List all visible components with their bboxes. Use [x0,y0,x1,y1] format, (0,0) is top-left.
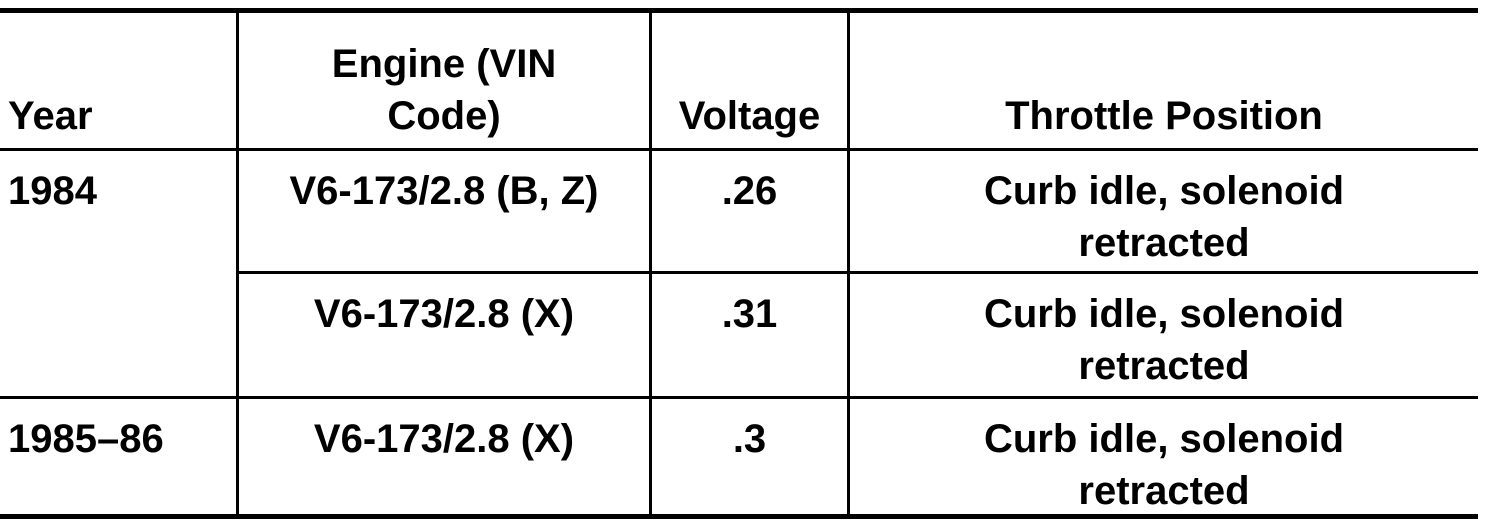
cell: .3 [652,399,847,465]
cell-text: .3 [732,417,767,461]
rule [649,10,652,517]
cell: 1985–86 [8,399,236,465]
header-cell: Voltage [652,13,847,148]
header-text: Voltage [678,94,821,138]
cell-text: V6-173/2.8 (X) [313,417,575,461]
rule [0,396,1478,399]
cell: .26 [652,151,847,217]
header-text: Engine (VIN Code) [331,42,557,138]
header-cell: Year [8,13,236,148]
cell-text: 1984 [8,169,97,213]
header-cell: Throttle Position [850,13,1478,148]
rule [0,8,1478,13]
cell-text: 1985–86 [8,417,164,461]
cell-text: Curb idle, solenoid retracted [983,417,1345,513]
cell: .31 [652,274,847,340]
rule [236,10,239,517]
cell-text: Curb idle, solenoid retracted [983,169,1345,265]
cell: Curb idle, solenoid retracted [850,274,1478,392]
cell-text: .31 [721,292,778,336]
cell: V6-173/2.8 (X) [239,399,649,465]
rule [237,271,1478,274]
rule [0,514,1478,519]
header-text: Throttle Position [1005,94,1323,138]
rule [0,148,1478,151]
cell-text: V6-173/2.8 (X) [313,292,575,336]
cell: V6-173/2.8 (X) [239,274,649,340]
cell-text: .26 [721,169,778,213]
cell: Curb idle, solenoid retracted [850,399,1478,517]
header-cell: Engine (VIN Code) [239,13,649,148]
cell: Curb idle, solenoid retracted [850,151,1478,269]
header-text: Year [8,94,93,138]
cell: V6-173/2.8 (B, Z) [239,151,649,217]
cell: 1984 [8,151,236,217]
cell-text: Curb idle, solenoid retracted [983,292,1345,388]
cell-text: V6-173/2.8 (B, Z) [289,169,599,213]
rule [847,10,850,517]
